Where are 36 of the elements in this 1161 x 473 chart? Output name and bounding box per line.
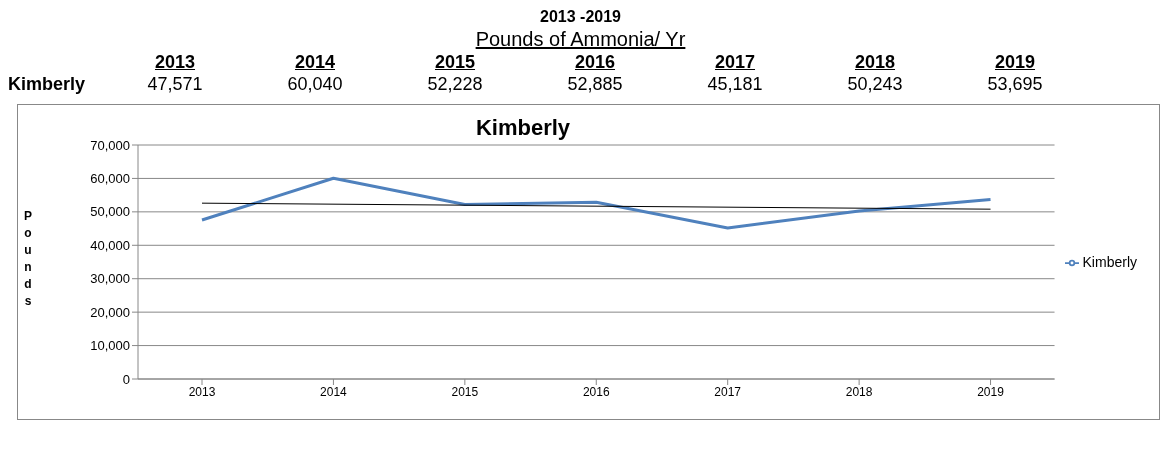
line-series: [200, 176, 993, 230]
x-tick-label: 2018: [845, 384, 873, 399]
data-label: 45,181: [706, 74, 764, 96]
x-tick-label: 2015: [451, 384, 479, 399]
x-tick-label: 2014: [320, 384, 348, 399]
text: 2013 -2019: [539, 8, 622, 27]
x-tick-label: 2013: [188, 384, 216, 399]
y-tick-label: 0: [122, 371, 130, 387]
x-tick-label: 2017: [714, 384, 742, 399]
data-label: 60,040: [286, 74, 344, 96]
y-axis-title: Pounds: [23, 208, 33, 308]
category-label: 2016: [574, 52, 616, 72]
y-tick-label: 20,000: [90, 304, 130, 320]
category-label: 2013: [154, 52, 196, 72]
data-label: 47,571: [146, 74, 204, 96]
category-label: 2014: [294, 52, 336, 72]
data-label: 52,885: [566, 74, 624, 96]
data-label: 52,228: [426, 74, 484, 96]
y-tick-label: 60,000: [90, 171, 130, 187]
category-label: 2017: [714, 52, 756, 72]
category-label: 2015: [434, 52, 476, 72]
data-label: 53,695: [986, 74, 1044, 96]
text: Pounds of Ammonia/ Yr: [474, 28, 687, 52]
text: Kimberly: [8, 74, 86, 94]
x-tick-label: 2019: [977, 384, 1005, 399]
y-tick-label: 40,000: [90, 237, 130, 253]
legend-label: Kimberly: [1082, 253, 1137, 270]
x-tick-label: 2016: [582, 384, 610, 399]
y-tick-label: 30,000: [90, 271, 130, 287]
category-label: 2019: [994, 52, 1036, 72]
y-tick-label: 10,000: [90, 338, 130, 354]
y-tick-label: 70,000: [90, 137, 130, 153]
chart-title: Kimberly: [475, 115, 571, 140]
data-label: 50,243: [846, 74, 904, 96]
category-label: 2018: [854, 52, 896, 72]
y-tick-label: 50,000: [90, 204, 130, 220]
